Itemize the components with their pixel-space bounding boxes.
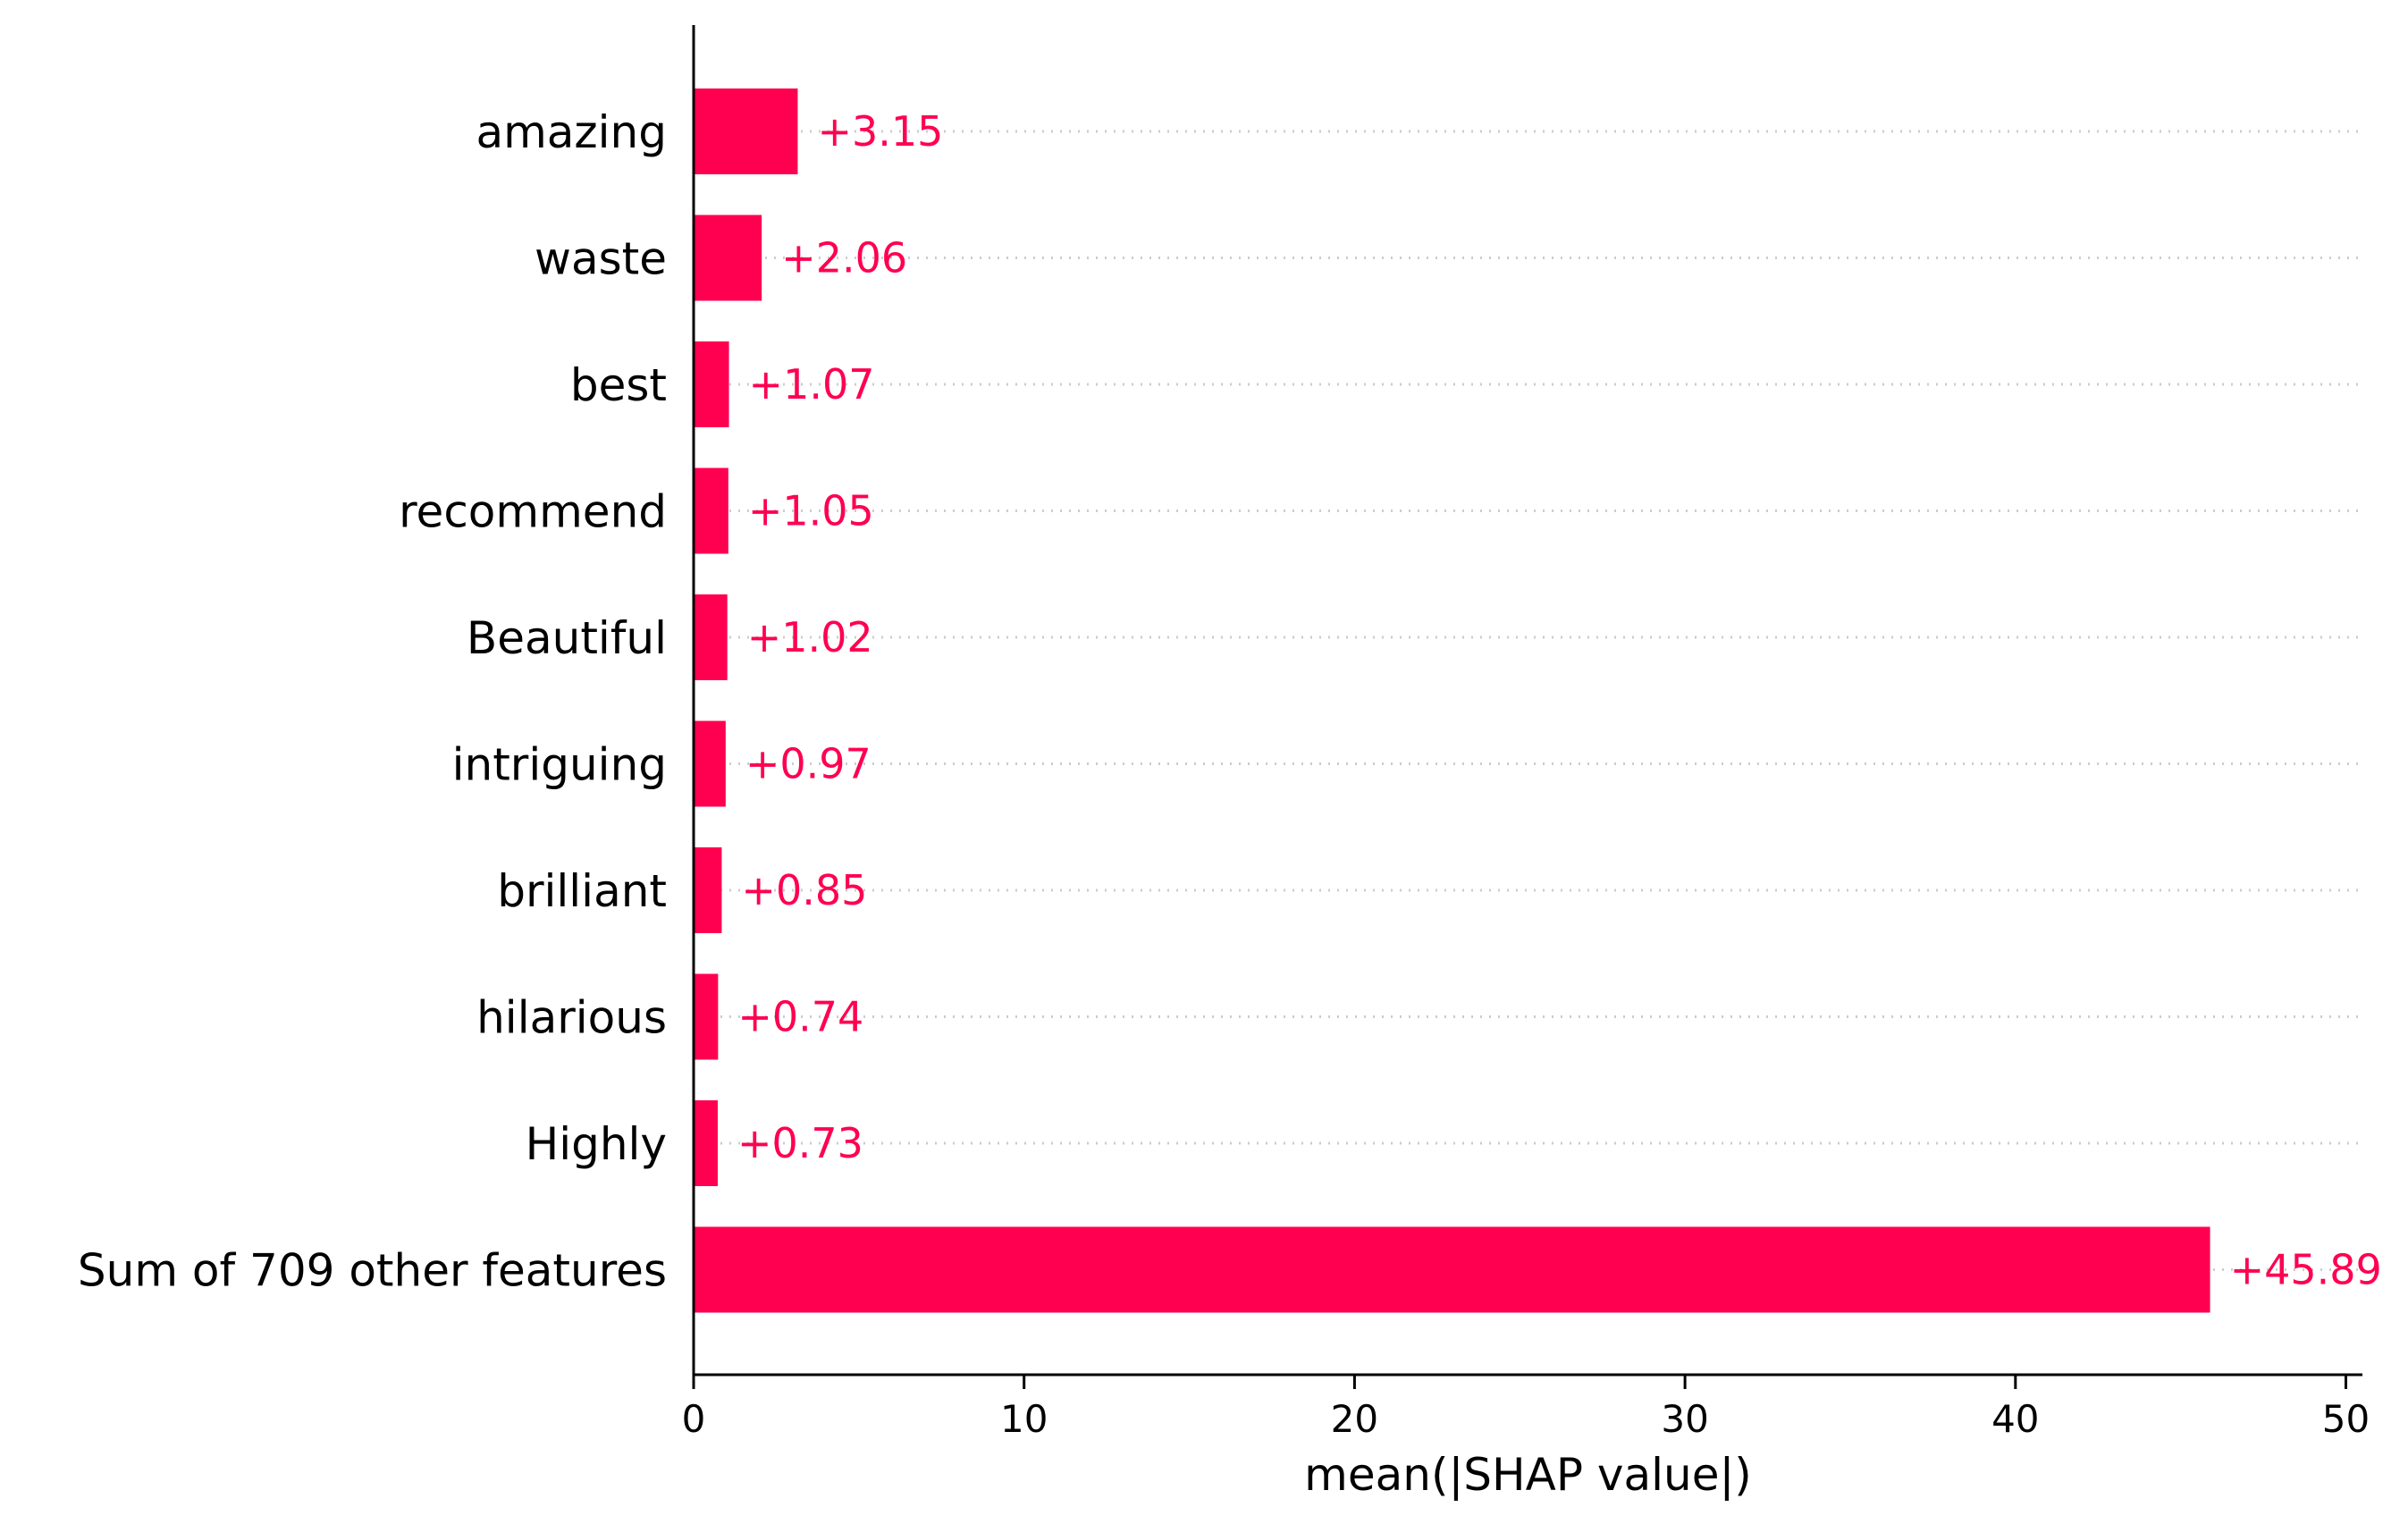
bar-value-label: +0.85 (741, 866, 867, 914)
category-label: recommend (399, 486, 667, 538)
bar (694, 1100, 718, 1186)
x-ticks-group: 0 10 20 30 40 50 (682, 1375, 2370, 1441)
bar (694, 973, 719, 1060)
category-label: Beautiful (467, 612, 667, 664)
bar (694, 847, 722, 933)
bar-value-label: +2.06 (781, 234, 907, 282)
category-label: amazing (476, 106, 667, 158)
x-tick-label: 10 (1000, 1397, 1048, 1441)
x-tick-label: 40 (1991, 1397, 2039, 1441)
bar-value-label: +0.73 (737, 1119, 863, 1167)
bar-value-label: +3.15 (817, 107, 943, 156)
value-labels-group: +3.15 +2.06 +1.07 +1.05 +1.02 +0.97 +0.85 +0.74… (737, 107, 2382, 1294)
bar-value-label: +0.97 (745, 740, 871, 788)
category-label: intriguing (452, 739, 667, 791)
bar-value-label: +1.07 (749, 360, 875, 408)
bar-value-label: +45.89 (2230, 1246, 2382, 1294)
category-label: Highly (526, 1118, 667, 1170)
row-gridlines (694, 130, 2362, 1271)
bar (694, 341, 729, 427)
bar (694, 88, 798, 174)
category-label: hilarious (476, 992, 667, 1044)
bar (694, 215, 762, 301)
category-labels-group: amazing waste best recommend Beautiful intrig… (78, 106, 667, 1297)
category-label: waste (535, 233, 667, 285)
category-label: best (570, 359, 667, 411)
bar-value-label: +1.02 (747, 613, 873, 661)
bar-value-label: +0.74 (737, 993, 863, 1041)
bar (694, 467, 728, 554)
category-label: brilliant (497, 865, 667, 917)
x-tick-label: 20 (1331, 1397, 1378, 1441)
bar (694, 1226, 2210, 1313)
bar-value-label: +1.05 (748, 487, 874, 535)
x-tick-label: 0 (682, 1397, 706, 1441)
category-label: Sum of 709 other features (78, 1245, 667, 1297)
x-axis-title: mean(|SHAP value|) (1304, 1449, 1752, 1501)
bars-group (694, 88, 2210, 1313)
x-tick-label: 30 (1661, 1397, 1708, 1441)
x-tick-label: 50 (2322, 1397, 2370, 1441)
bar (694, 720, 726, 807)
bar (694, 594, 728, 680)
